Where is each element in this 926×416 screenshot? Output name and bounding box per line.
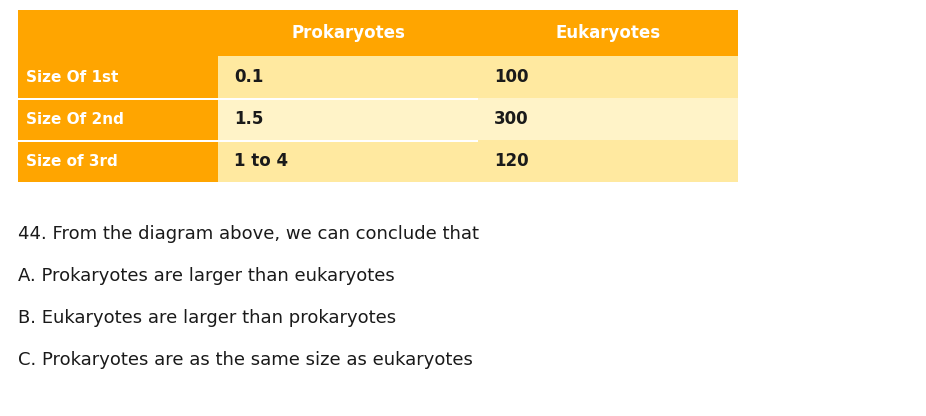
Bar [218, 140, 738, 141]
Text: 100: 100 [494, 68, 529, 86]
Bar [18, 10, 738, 56]
Bar [18, 98, 218, 140]
Text: 120: 120 [494, 152, 529, 170]
Text: 0.1: 0.1 [234, 68, 263, 86]
Text: Size of 3rd: Size of 3rd [26, 154, 118, 168]
Text: 1.5: 1.5 [234, 110, 263, 128]
Text: 300: 300 [494, 110, 529, 128]
Text: B. Eukaryotes are larger than prokaryotes: B. Eukaryotes are larger than prokaryote… [18, 309, 396, 327]
Bar [218, 98, 478, 140]
Bar [18, 56, 218, 98]
Bar [218, 140, 478, 182]
Text: 1 to 4: 1 to 4 [234, 152, 288, 170]
Bar [478, 56, 738, 98]
Bar [218, 98, 738, 99]
Text: Eukaryotes: Eukaryotes [556, 24, 660, 42]
Bar [478, 140, 738, 182]
Text: 44. From the diagram above, we can conclude that: 44. From the diagram above, we can concl… [18, 225, 479, 243]
Bar [18, 140, 218, 141]
Text: Prokaryotes: Prokaryotes [291, 24, 405, 42]
Bar [218, 56, 478, 98]
Text: Size Of 1st: Size Of 1st [26, 69, 119, 84]
Text: Size Of 2nd: Size Of 2nd [26, 111, 124, 126]
Text: A. Prokaryotes are larger than eukaryotes: A. Prokaryotes are larger than eukaryote… [18, 267, 394, 285]
Bar [18, 140, 218, 182]
Text: C. Prokaryotes are as the same size as eukaryotes: C. Prokaryotes are as the same size as e… [18, 351, 473, 369]
Bar [478, 98, 738, 140]
Bar [18, 98, 218, 99]
